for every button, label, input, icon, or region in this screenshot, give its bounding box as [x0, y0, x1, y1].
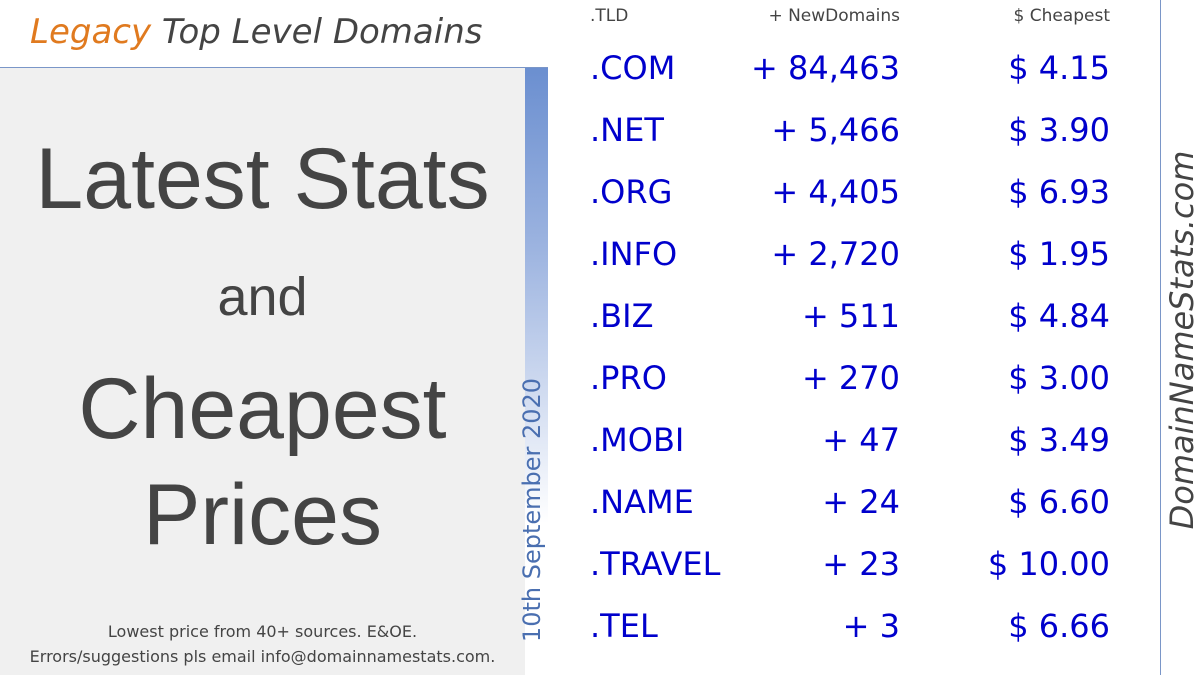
table-cell: $ 3.49	[1008, 421, 1110, 459]
table-cell: .INFO	[590, 235, 678, 273]
column-header: $ Cheapest	[1013, 6, 1110, 26]
table-cell: .TRAVEL	[590, 545, 721, 583]
table-cell: + 3	[842, 607, 900, 645]
title-rest: Top Level Domains	[161, 12, 483, 52]
table-cell: + 24	[822, 483, 900, 521]
table-cell: $ 3.90	[1008, 111, 1110, 149]
table-cell: $ 10.00	[987, 545, 1110, 583]
column-header: .TLD	[590, 6, 629, 26]
table-cell: + 84,463	[751, 49, 900, 87]
headline: Prices	[143, 467, 382, 563]
table-cell: .COM	[590, 49, 676, 87]
table-cell: .ORG	[590, 173, 673, 211]
table-cell: + 5,466	[771, 111, 900, 149]
table-cell: $ 4.15	[1008, 49, 1110, 87]
table-cell: + 2,720	[771, 235, 900, 273]
table-cell: $ 6.93	[1008, 173, 1110, 211]
divider	[1160, 0, 1161, 675]
table-cell: + 47	[822, 421, 900, 459]
title-rule	[0, 67, 548, 68]
table-cell: .NAME	[590, 483, 694, 521]
table-cell: + 4,405	[771, 173, 900, 211]
footnote: Errors/suggestions pls email info@domain…	[29, 647, 496, 666]
title: Legacy Top Level Domains	[30, 12, 482, 52]
table-cell: $ 4.84	[1008, 297, 1110, 335]
table-cell: + 270	[801, 359, 900, 397]
table-cell: + 511	[801, 297, 900, 335]
date: 10th September 2020	[518, 377, 546, 643]
table-cell: $ 6.60	[1008, 483, 1110, 521]
headline: Cheapest	[78, 361, 447, 457]
headline: and	[217, 267, 308, 327]
table-cell: .MOBI	[590, 421, 685, 459]
table-cell: $ 6.66	[1008, 607, 1110, 645]
table-cell: .NET	[590, 111, 664, 149]
headline: Latest Stats	[35, 131, 490, 227]
accent-bar	[525, 68, 548, 675]
table-cell: $ 1.95	[1008, 235, 1110, 273]
footnote: Lowest price from 40+ sources. E&OE.	[107, 622, 418, 641]
table-cell: .BIZ	[590, 297, 654, 335]
left-panel	[0, 68, 525, 675]
table-cell: .PRO	[590, 359, 667, 397]
title-highlight: Legacy	[30, 12, 152, 52]
table-cell: $ 3.00	[1008, 359, 1110, 397]
table-cell: .TEL	[590, 607, 658, 645]
column-header: + NewDomains	[768, 6, 900, 26]
table-cell: + 23	[822, 545, 900, 583]
site-name: DomainNameStats.com	[1163, 150, 1200, 530]
